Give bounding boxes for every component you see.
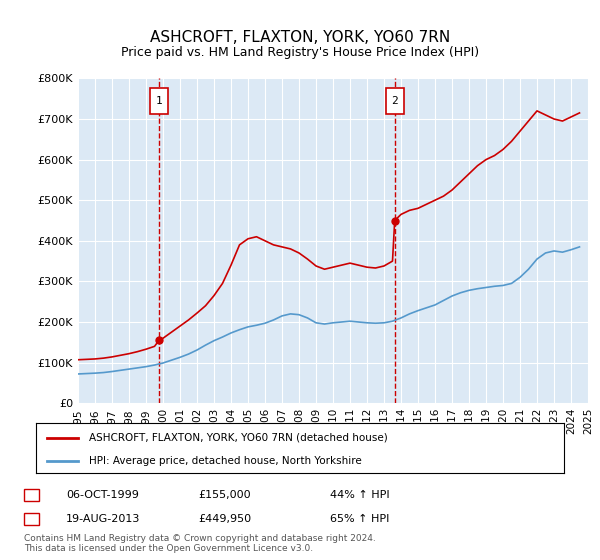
Text: 2: 2	[391, 96, 398, 106]
Text: £449,950: £449,950	[198, 514, 251, 524]
Text: 44% ↑ HPI: 44% ↑ HPI	[330, 490, 389, 500]
Text: ASHCROFT, FLAXTON, YORK, YO60 7RN (detached house): ASHCROFT, FLAXTON, YORK, YO60 7RN (detac…	[89, 433, 388, 443]
Text: 65% ↑ HPI: 65% ↑ HPI	[330, 514, 389, 524]
Text: 19-AUG-2013: 19-AUG-2013	[66, 514, 140, 524]
Text: Price paid vs. HM Land Registry's House Price Index (HPI): Price paid vs. HM Land Registry's House …	[121, 46, 479, 59]
FancyBboxPatch shape	[150, 88, 168, 114]
Text: Contains HM Land Registry data © Crown copyright and database right 2024.
This d: Contains HM Land Registry data © Crown c…	[24, 534, 376, 553]
Text: £155,000: £155,000	[198, 490, 251, 500]
Text: HPI: Average price, detached house, North Yorkshire: HPI: Average price, detached house, Nort…	[89, 456, 362, 465]
Text: 1: 1	[28, 490, 35, 500]
Text: 1: 1	[156, 96, 163, 106]
FancyBboxPatch shape	[386, 88, 404, 114]
Text: 06-OCT-1999: 06-OCT-1999	[66, 490, 139, 500]
Text: 2: 2	[28, 514, 35, 524]
Text: ASHCROFT, FLAXTON, YORK, YO60 7RN: ASHCROFT, FLAXTON, YORK, YO60 7RN	[150, 30, 450, 45]
